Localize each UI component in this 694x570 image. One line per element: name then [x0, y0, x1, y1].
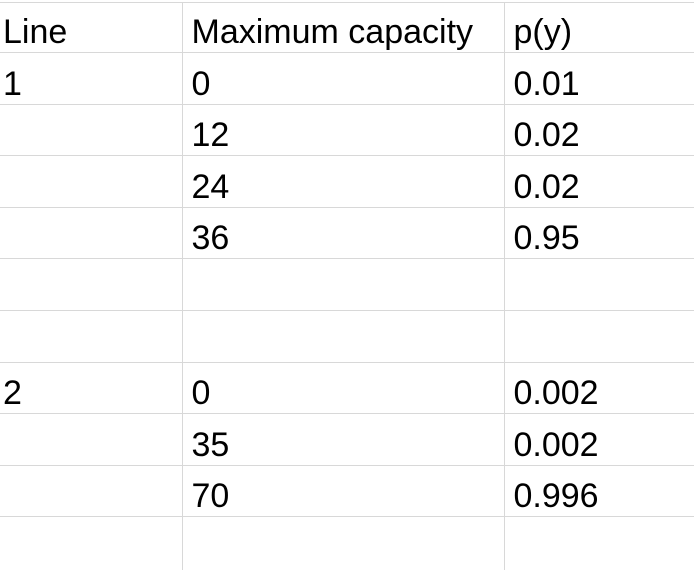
- cell-p[interactable]: [504, 258, 694, 311]
- header-cell-line[interactable]: Line: [0, 2, 183, 53]
- table-row: 24 0.02: [0, 155, 694, 208]
- cell-line[interactable]: [0, 103, 183, 157]
- table-row: 12 0.02: [0, 103, 694, 157]
- table-row: 35 0.002: [0, 413, 694, 466]
- table-row-empty: [0, 309, 694, 363]
- cell-p[interactable]: 0.002: [504, 413, 694, 466]
- cell-line[interactable]: [0, 206, 183, 260]
- cell-line[interactable]: [0, 309, 183, 363]
- cell-capacity[interactable]: 0: [182, 52, 505, 105]
- cell-p[interactable]: 0.02: [504, 103, 694, 157]
- cell-capacity[interactable]: [182, 516, 505, 570]
- cell-line[interactable]: 2: [0, 361, 183, 415]
- table-row-header: Line Maximum capacity p(y): [0, 2, 694, 53]
- header-cell-capacity[interactable]: Maximum capacity: [182, 2, 505, 53]
- cell-line[interactable]: [0, 464, 183, 518]
- cell-p[interactable]: 0.996: [504, 464, 694, 518]
- table-row: 1 0 0.01: [0, 52, 694, 105]
- table-row-empty: [0, 258, 694, 311]
- cell-capacity[interactable]: 70: [182, 464, 505, 518]
- cell-capacity[interactable]: [182, 309, 505, 363]
- cell-line[interactable]: 1: [0, 52, 183, 105]
- cell-line[interactable]: [0, 413, 183, 466]
- cell-p[interactable]: [504, 516, 694, 570]
- cell-p[interactable]: [504, 309, 694, 363]
- cell-p[interactable]: 0.01: [504, 52, 694, 105]
- cell-capacity[interactable]: [182, 258, 505, 311]
- cell-capacity[interactable]: 35: [182, 413, 505, 466]
- cell-p[interactable]: 0.002: [504, 361, 694, 415]
- cell-line[interactable]: [0, 516, 183, 570]
- table-row: 70 0.996: [0, 464, 694, 518]
- cell-line[interactable]: [0, 155, 183, 208]
- cell-capacity[interactable]: 12: [182, 103, 505, 157]
- table-row: 36 0.95: [0, 206, 694, 260]
- table-row-empty: [0, 516, 694, 570]
- cell-capacity[interactable]: 36: [182, 206, 505, 260]
- cell-line[interactable]: [0, 258, 183, 311]
- cell-p[interactable]: 0.95: [504, 206, 694, 260]
- header-cell-p[interactable]: p(y): [504, 2, 694, 53]
- cell-capacity[interactable]: 0: [182, 361, 505, 415]
- cell-capacity[interactable]: 24: [182, 155, 505, 208]
- table-row: 2 0 0.002: [0, 361, 694, 415]
- cell-p[interactable]: 0.02: [504, 155, 694, 208]
